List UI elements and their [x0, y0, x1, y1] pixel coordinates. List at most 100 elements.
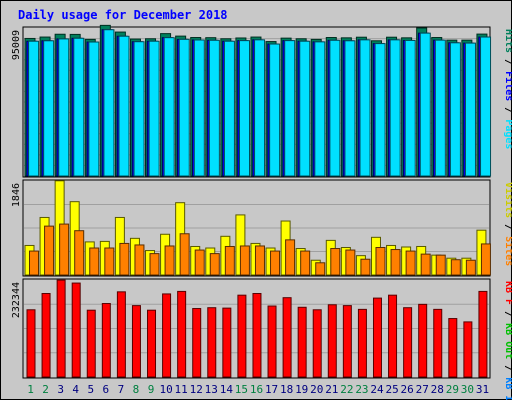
bar-sites-day-11	[179, 233, 190, 276]
series-label-part: Sites	[503, 236, 512, 266]
bar-pages-day-12	[193, 39, 205, 177]
bar-sites-day-3	[59, 223, 70, 276]
x-tick-label-day-23: 23	[355, 383, 368, 396]
x-tick-label-day-29: 29	[446, 383, 459, 396]
x-tick-label-day-10: 10	[159, 383, 172, 396]
bar-sites-day-1	[29, 250, 39, 276]
series-label-part: KB Out	[503, 323, 512, 359]
bar-sites-day-13	[209, 253, 220, 276]
bar-pages-day-22	[344, 40, 356, 177]
series-label-part: KB F	[503, 281, 512, 305]
x-tick-label-day-22: 22	[340, 383, 353, 396]
bar-pages-day-11	[178, 38, 190, 177]
x-tick-label-day-9: 9	[148, 383, 155, 396]
bar-kb-f-day-25	[388, 294, 398, 378]
panel-mid-max-label: 1846	[11, 183, 22, 207]
bar-sites-day-5	[89, 247, 100, 276]
x-tick-label-day-28: 28	[431, 383, 444, 396]
x-tick-label-day-13: 13	[205, 383, 218, 396]
panel-bot: 232344 KB F / KB Out / KB In	[11, 278, 512, 400]
bar-sites-day-27	[420, 253, 431, 276]
bar-sites-day-24	[375, 247, 386, 276]
bar-pages-day-31	[480, 36, 492, 177]
x-tick-label-day-1: 1	[27, 383, 34, 396]
bar-kb-f-day-3	[56, 279, 66, 378]
bar-kb-f-day-20	[312, 309, 322, 378]
bar-pages-day-8	[133, 41, 145, 177]
bar-sites-day-30	[465, 259, 476, 276]
x-tick-label-day-6: 6	[103, 383, 110, 396]
x-tick-label-day-25: 25	[385, 383, 398, 396]
bar-pages-day-5	[88, 41, 100, 177]
x-tick-label-day-18: 18	[280, 383, 293, 396]
panel-top-series-label: Hits / Files / Pages	[503, 29, 512, 149]
bar-kb-f-day-15	[237, 294, 247, 378]
x-tick-label-day-12: 12	[190, 383, 203, 396]
x-tick-label-day-30: 30	[461, 383, 474, 396]
bar-kb-f-day-27	[418, 303, 428, 378]
bar-sites-day-19	[300, 250, 311, 276]
x-tick-label-day-14: 14	[220, 383, 234, 396]
panel-top-max-label: 95009	[11, 30, 22, 60]
x-tick-label-day-5: 5	[87, 383, 94, 396]
bar-sites-day-6	[104, 247, 115, 276]
bar-pages-day-26	[404, 39, 416, 177]
bar-sites-day-25	[390, 249, 401, 276]
bar-pages-day-14	[223, 40, 235, 177]
bar-sites-day-26	[405, 250, 416, 276]
x-tick-label-day-26: 26	[401, 383, 414, 396]
bar-kb-f-day-28	[433, 308, 443, 378]
bar-sites-day-17	[270, 250, 281, 276]
x-tick-label-day-4: 4	[72, 383, 79, 396]
bar-sites-day-14	[224, 245, 235, 276]
series-label-part: /	[503, 305, 512, 323]
bar-kb-f-day-2	[41, 293, 51, 378]
bar-kb-f-day-30	[463, 321, 473, 378]
bar-sites-day-29	[450, 259, 461, 276]
bar-sites-day-18	[285, 239, 296, 276]
bar-kb-f-day-11	[177, 290, 187, 378]
x-tick-label-day-2: 2	[42, 383, 49, 396]
bar-kb-f-day-7	[116, 291, 126, 378]
bar-sites-day-4	[74, 230, 85, 276]
bar-kb-f-day-18	[282, 297, 292, 378]
bar-kb-f-day-22	[342, 305, 352, 378]
bar-pages-day-7	[118, 35, 130, 177]
bar-kb-f-day-1	[26, 309, 36, 378]
x-tick-label-day-17: 17	[265, 383, 278, 396]
bar-kb-f-day-12	[192, 308, 202, 378]
bar-pages-day-29	[449, 42, 461, 177]
series-label-part: Files	[503, 71, 512, 101]
bar-kb-f-day-8	[131, 305, 141, 378]
bar-sites-day-22	[345, 249, 356, 276]
x-tick-label-day-19: 19	[295, 383, 308, 396]
series-label-part: /	[503, 101, 512, 119]
x-tick-label-day-11: 11	[175, 383, 188, 396]
bar-sites-day-9	[149, 253, 160, 276]
bar-kb-f-day-5	[86, 309, 96, 378]
bar-pages-day-21	[329, 39, 341, 177]
bar-pages-day-1	[28, 40, 40, 177]
x-tick-label-day-27: 27	[416, 383, 429, 396]
bar-pages-day-24	[374, 43, 386, 177]
bar-pages-day-2	[43, 40, 55, 177]
x-tick-label-day-21: 21	[325, 383, 338, 396]
bar-pages-day-27	[419, 32, 431, 177]
bar-sites-day-23	[360, 258, 371, 276]
bar-sites-day-15	[239, 245, 250, 276]
x-tick-label-day-7: 7	[118, 383, 125, 396]
bar-pages-day-9	[148, 40, 160, 177]
bar-pages-day-17	[269, 43, 281, 177]
bar-pages-day-15	[239, 40, 251, 177]
bar-pages-day-10	[163, 37, 175, 177]
series-label-part: /	[503, 359, 512, 377]
panel-bot-max-label: 232344	[11, 282, 22, 318]
series-label-part: Visits	[503, 182, 512, 218]
bar-pages-day-28	[434, 39, 446, 177]
bar-kb-f-day-14	[222, 307, 232, 378]
x-tick-label-day-15: 15	[235, 383, 248, 396]
panel-top: 95009 Hits / Files / Pages	[11, 24, 512, 178]
bar-sites-day-7	[119, 242, 130, 276]
bar-sites-day-16	[254, 245, 265, 276]
